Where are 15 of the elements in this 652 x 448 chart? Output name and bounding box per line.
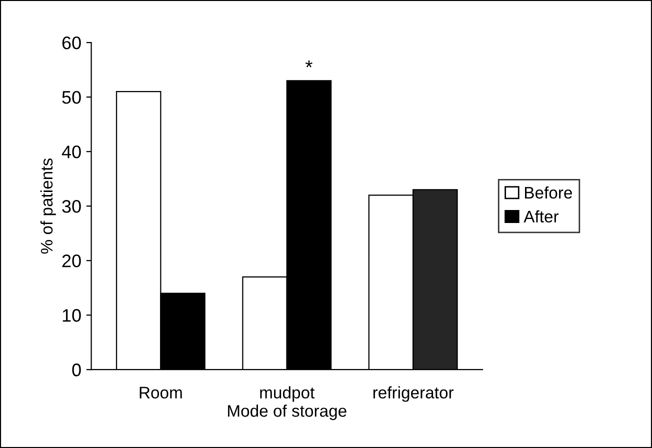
x-tick-label: refrigerator (373, 386, 454, 402)
y-axis-title: % of patients (40, 158, 56, 254)
y-tick-label: 60 (62, 36, 81, 50)
legend-label: Before (525, 186, 572, 199)
annotation: * (305, 60, 312, 68)
legend-label: After (524, 210, 559, 222)
x-tick-label: Room (140, 386, 182, 399)
y-tick-label: 50 (62, 91, 81, 104)
y-tick-label: 0 (72, 364, 81, 376)
x-axis-title: Mode of storage (228, 404, 346, 420)
y-tick-label: 30 (62, 200, 81, 213)
y-tick-label: 10 (62, 309, 81, 322)
y-tick-label: 20 (62, 254, 81, 268)
x-tick-label: mudpot (260, 386, 315, 402)
y-tick-label: 40 (62, 146, 81, 158)
